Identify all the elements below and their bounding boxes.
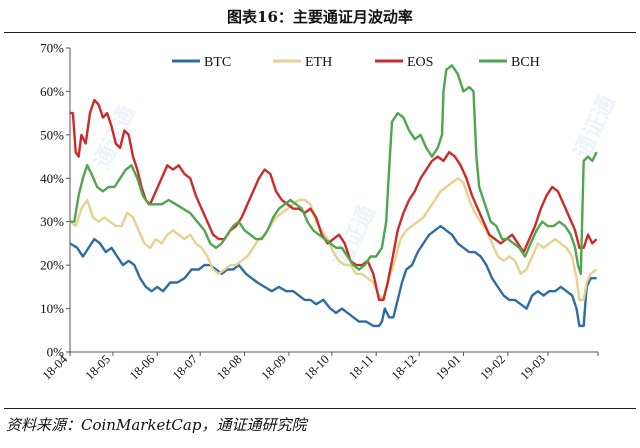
x-tick-label: 19-02 [477,352,508,383]
series-line-btc [69,224,597,328]
y-tick-label: 50% [40,127,64,142]
y-tick-label: 40% [40,171,64,186]
series-line-bch [70,64,598,275]
source-note: 资料来源：CoinMarketCap，通证通研究院 [6,416,307,434]
y-tick-label: 60% [40,84,64,99]
legend-label-eth: ETH [305,55,332,70]
legend-label-btc: BTC [204,55,231,70]
legend-label-bch: BCH [511,55,540,70]
x-tick-label: 19-03 [518,352,549,383]
legend-label-eos: EOS [407,55,433,70]
x-tick-label: 18-05 [83,352,114,383]
chart-title: 图表16：主要通证月波动率 [227,8,413,26]
y-tick-label: 30% [40,214,64,229]
y-tick-label: 0% [47,345,65,360]
source-divider [4,408,636,409]
x-tick-label: 18-11 [346,352,376,382]
y-axis-ticks: 0% 10% 20% 30% 40% 50% 60% 70% [40,41,70,360]
x-tick-label: 18-12 [389,352,420,383]
chart-legend: BTC ETH EOS BCH [172,55,540,70]
x-tick-label: 18-09 [259,352,290,383]
x-tick-label: 19-01 [433,352,464,383]
series-line-eth [69,177,598,302]
y-tick-label: 20% [40,258,64,273]
chart-series [69,64,598,328]
y-tick-label: 70% [40,41,64,56]
series-line-eos [70,98,598,302]
x-tick-label: 18-10 [301,352,332,383]
x-tick-label: 18-04 [40,352,71,383]
chart-axes [69,48,598,353]
x-tick-label: 18-08 [214,352,245,383]
x-axis-ticks: 18-04 18-05 18-06 18-07 18-08 18-09 18-10 18-11… [40,352,599,383]
x-tick-label: 18-06 [127,352,158,383]
y-tick-label: 10% [40,301,64,316]
x-tick-label: 18-07 [170,352,201,383]
line-chart: 0%10%20%30%40%50%60%70% 18-04 18-05 18-06 1… [40,41,599,383]
title-divider [4,32,636,33]
